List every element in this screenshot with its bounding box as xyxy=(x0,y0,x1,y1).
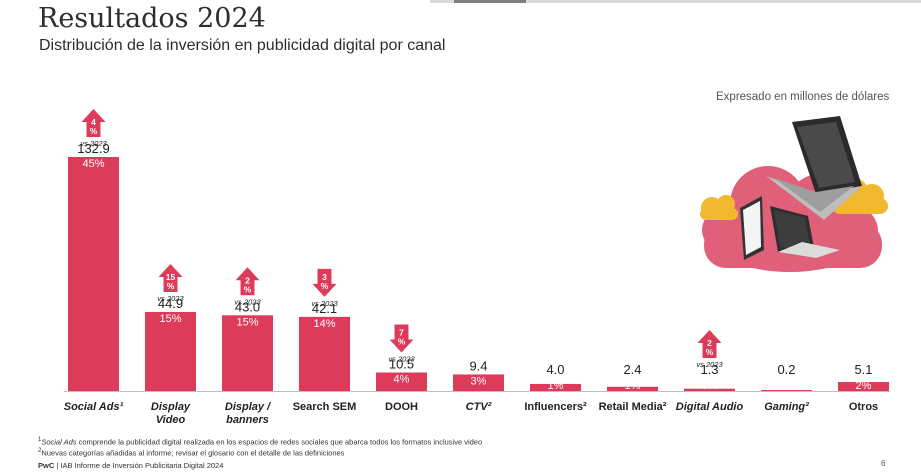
footnote-1-mark: 1 xyxy=(38,437,42,443)
footnotes: 1Social Ads comprende la publicidad digi… xyxy=(38,436,482,457)
bar-share-label: 0% xyxy=(779,380,795,392)
arrow-up-icon xyxy=(697,330,722,358)
arrow-down-icon xyxy=(389,324,414,353)
change-value-label: 2 xyxy=(245,275,250,285)
footer-brand: PwC xyxy=(38,461,55,470)
bar-share-label: 45% xyxy=(82,158,104,170)
page-title: Resultados 2024 xyxy=(38,3,266,34)
change-unit-label: % xyxy=(706,347,714,357)
bar-share-label: 1% xyxy=(548,380,564,392)
bar xyxy=(68,157,119,391)
arrow-up-icon xyxy=(158,263,183,292)
laptop-cloud-illustration xyxy=(700,116,888,272)
category-label: Influencers² xyxy=(524,401,587,413)
bar-value-label: 44.9 xyxy=(158,296,183,311)
arrow-up-icon xyxy=(235,267,260,296)
bar xyxy=(453,374,504,391)
footnote-2-mark: 2 xyxy=(38,447,42,454)
bar-value-label: 9.4 xyxy=(469,358,487,373)
bar-value-label: 5.1 xyxy=(854,362,872,377)
bar xyxy=(376,372,427,391)
footer: PwC | IAB Informe de Inversión Publicita… xyxy=(38,461,223,470)
change-unit-label: % xyxy=(167,281,175,291)
bar-value-label: 43.0 xyxy=(235,299,260,314)
category-label: Digital Audio xyxy=(676,401,744,413)
page-subtitle: Distribución de la inversión en publicid… xyxy=(39,37,446,54)
change-unit-label: % xyxy=(398,337,406,347)
arrow-down-icon xyxy=(312,268,337,297)
bar-share-label: 0% xyxy=(702,380,718,392)
change-note-label: vs 2023 xyxy=(80,139,107,148)
bar-share-label: 14% xyxy=(313,318,335,330)
change-value-label: 4 xyxy=(91,117,96,127)
category-label: banners xyxy=(226,414,269,426)
change-value-label: 3 xyxy=(322,272,327,282)
bar xyxy=(530,383,581,391)
unit-note: Expresado en millones de dólares xyxy=(716,91,890,103)
category-label: Display xyxy=(151,401,191,413)
change-value-label: 2 xyxy=(707,338,712,348)
bar-share-label: 2% xyxy=(856,380,872,392)
category-label: Otros xyxy=(849,401,878,413)
footnote-1: 1Social Ads comprende la publicidad digi… xyxy=(38,436,482,447)
top-accent-bar xyxy=(430,0,921,3)
change-value-label: 7 xyxy=(399,328,404,338)
tablet-icon xyxy=(740,196,764,260)
second-laptop-icon xyxy=(770,206,840,258)
footnote-1-text: comprende la publicidad digital realizad… xyxy=(76,437,483,447)
page-number: 6 xyxy=(881,459,886,468)
category-label: Display / xyxy=(225,401,272,413)
bar xyxy=(684,388,735,391)
bar xyxy=(222,315,273,391)
bar-value-label: 4.0 xyxy=(546,362,564,377)
change-note-label: vs 2023 xyxy=(234,297,261,306)
top-accent-bar-dark xyxy=(454,0,526,3)
change-note-label: vs 2023 xyxy=(157,294,184,303)
category-label: CTV² xyxy=(466,401,492,413)
change-note-label: vs 2023 xyxy=(388,355,415,364)
bar-value-label: 132.9 xyxy=(77,141,110,156)
footer-text: | IAB Informe de Inversión Publicitaria … xyxy=(54,461,224,470)
change-note-label: vs 2023 xyxy=(311,299,338,308)
bar xyxy=(299,316,350,391)
change-unit-label: % xyxy=(90,126,98,136)
bar-value-label: 1.3 xyxy=(700,362,718,377)
bar-share-label: 3% xyxy=(471,375,487,387)
bar-value-label: 10.5 xyxy=(389,357,414,372)
bar-chart: 45% 132.9 Social Ads¹ 4% vs 2023 15% 44.9 Displ… xyxy=(64,109,890,426)
bar xyxy=(838,382,889,391)
change-unit-label: % xyxy=(321,281,329,291)
yellow-cloud-left xyxy=(700,195,738,220)
category-label: Gaming² xyxy=(764,401,809,413)
change-note-label: vs 2023 xyxy=(696,360,723,369)
bar xyxy=(761,390,812,391)
category-label: Retail Media² xyxy=(599,401,667,413)
category-label: DOOH xyxy=(385,401,418,413)
category-label: Video xyxy=(156,414,186,426)
footnote-2-text: Nuevas categorías añadidas al informe; r… xyxy=(41,448,345,457)
bar-value-label: 42.1 xyxy=(312,301,337,316)
bar-share-label: 1% xyxy=(625,380,641,392)
bar-share-label: 15% xyxy=(236,316,258,328)
bar-share-label: 15% xyxy=(159,313,181,325)
category-label: Search SEM xyxy=(293,401,357,413)
change-unit-label: % xyxy=(244,284,252,294)
bar xyxy=(607,386,658,391)
bar xyxy=(145,311,196,391)
change-value-label: 15 xyxy=(166,272,176,282)
footnote-1-term: Social Ads xyxy=(41,437,77,447)
category-label: Social Ads¹ xyxy=(64,401,124,413)
arrow-up-icon xyxy=(81,109,106,137)
bar-value-label: 2.4 xyxy=(623,362,641,377)
bar-share-label: 4% xyxy=(394,374,410,386)
bar-value-label: 0.2 xyxy=(777,362,795,377)
laptop-icon xyxy=(766,116,862,220)
footnote-2: 2Nuevas categorías añadidas al informe; … xyxy=(38,447,482,458)
